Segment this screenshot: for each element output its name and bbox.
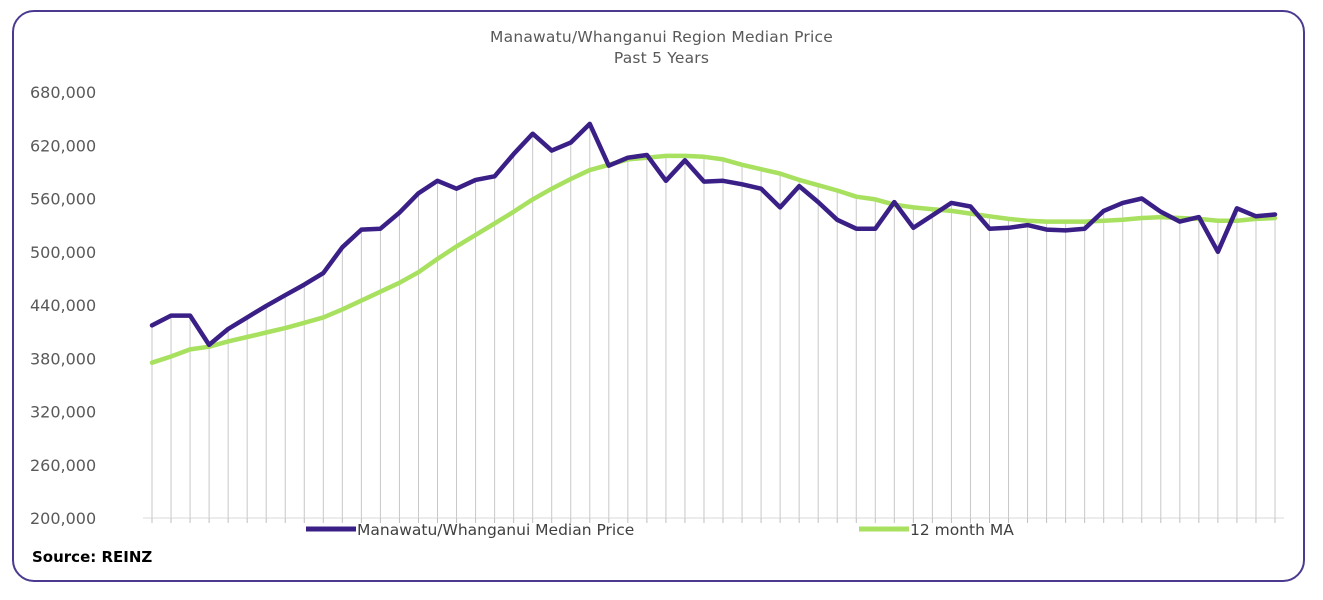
- y-axis: 200,000 260,000 320,000 380,000 440,000 500,0…: [30, 83, 96, 528]
- chart-title: Manawatu/Whanganui Region Median Price: [490, 28, 833, 46]
- source-note: Source: REINZ: [32, 548, 153, 566]
- y-tick-label: 200,000: [30, 509, 96, 528]
- legend-entry-12-month-ma: 12 month MA: [910, 521, 1014, 539]
- chart-subtitle: Past 5 Years: [613, 49, 710, 67]
- chart-frame: [12, 10, 1305, 582]
- y-tick-label: 620,000: [30, 136, 96, 155]
- series-line-median-price: [149, 121, 1278, 348]
- y-tick-label: 680,000: [30, 83, 96, 102]
- x-axis: [143, 517, 1284, 523]
- y-tick-label: 560,000: [30, 190, 96, 209]
- y-tick-label: 500,000: [30, 243, 96, 262]
- y-tick-label: 380,000: [30, 349, 96, 368]
- series-lines: [149, 121, 1278, 365]
- y-tick-label: 440,000: [30, 296, 96, 315]
- y-tick-label: 320,000: [30, 403, 96, 422]
- legend-entry-median-price: Manawatu/Whanganui Median Price: [357, 521, 634, 539]
- y-tick-label: 260,000: [30, 456, 96, 475]
- grid-lines: [151, 123, 1276, 518]
- legend: Manawatu/Whanganui Median Price 12 month …: [306, 521, 1014, 539]
- series-line-12-month-ma: [149, 153, 1278, 365]
